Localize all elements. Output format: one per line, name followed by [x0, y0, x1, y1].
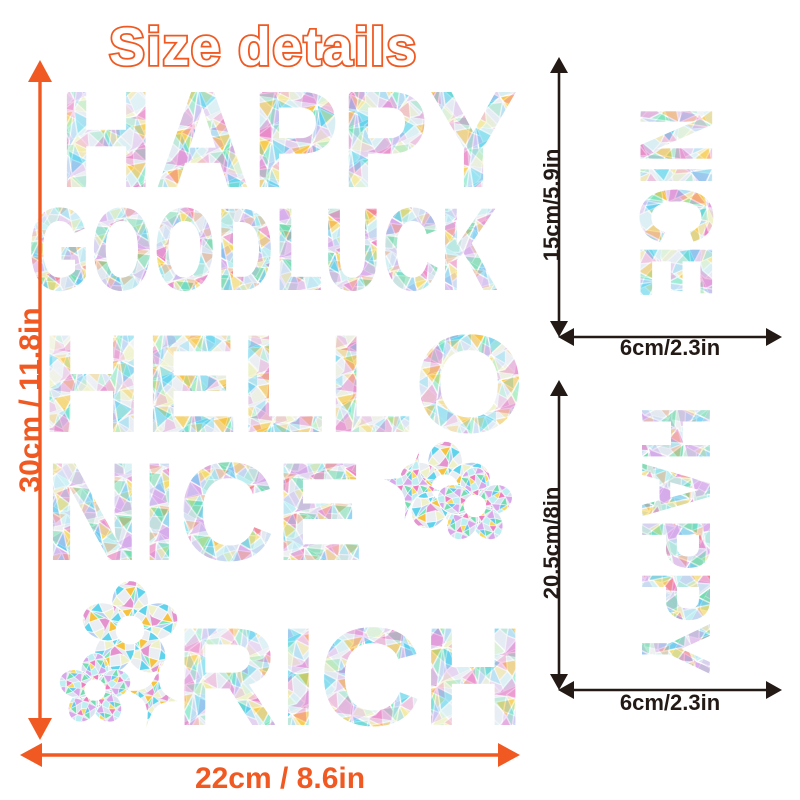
svg-text:30cm / 11.8in: 30cm / 11.8in — [14, 307, 47, 492]
svg-text:HAPPY: HAPPY — [621, 405, 731, 675]
svg-text:20.5cm/8in: 20.5cm/8in — [540, 487, 564, 600]
svg-text:NICE: NICE — [44, 433, 364, 590]
svg-text:6cm/2.3in: 6cm/2.3in — [620, 690, 720, 715]
svg-text:15cm/5.9in: 15cm/5.9in — [540, 149, 564, 262]
svg-text:22cm / 8.6in: 22cm / 8.6in — [195, 762, 365, 795]
svg-text:RICH: RICH — [175, 598, 525, 755]
svg-text:NICE: NICE — [618, 106, 734, 298]
svg-text:GOODLUCK: GOODLUCK — [28, 184, 498, 316]
svg-text:6cm/2.3in: 6cm/2.3in — [620, 335, 720, 355]
